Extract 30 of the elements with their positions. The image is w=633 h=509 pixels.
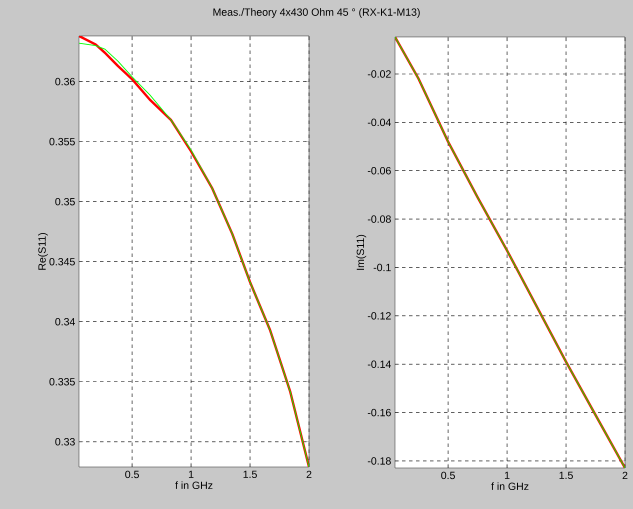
y-tick-label: -0.1	[374, 264, 391, 272]
y-tick-label: -0.06	[368, 167, 391, 174]
line-series	[395, 36, 626, 468]
x-axis-title: f in GHz	[175, 481, 212, 490]
x-tick-label: 2	[306, 470, 312, 478]
y-axis-title: Re(S11)	[38, 232, 48, 270]
y-tick-label: 0.34	[55, 318, 75, 326]
y-tick-label: 0.335	[49, 378, 75, 386]
y-tick-label: -0.12	[368, 312, 391, 320]
x-axis-title: f in GHz	[491, 482, 528, 490]
y-tick-label: -0.14	[368, 360, 391, 368]
y-axis-title: Im(S11)	[356, 234, 366, 270]
y-tick-label: 0.33	[55, 438, 75, 446]
y-tick-label: 0.36	[55, 78, 75, 86]
y-tick-label: 0.35	[55, 198, 75, 206]
x-tick-label: 1	[188, 470, 194, 478]
y-tick-label: -0.08	[368, 215, 391, 223]
x-tick-label: 1.5	[244, 470, 257, 478]
y-tick-label: -0.02	[368, 70, 391, 78]
y-tick-label: 0.355	[49, 138, 75, 146]
x-tick-label: 0.5	[441, 472, 455, 480]
y-tick-label: 0.345	[49, 258, 75, 266]
y-tick-label: -0.16	[368, 408, 391, 416]
x-tick-label: 1	[504, 472, 510, 479]
x-tick-label: 2	[622, 472, 628, 480]
x-tick-label: 0.5	[125, 470, 139, 478]
chart-title: Meas./Theory 4x430 Ohm 45 ° (RX-K1-M13)	[213, 8, 420, 18]
x-tick-label: 1.5	[560, 472, 573, 480]
y-tick-label: -0.18	[368, 457, 391, 465]
y-tick-label: -0.04	[368, 118, 391, 126]
